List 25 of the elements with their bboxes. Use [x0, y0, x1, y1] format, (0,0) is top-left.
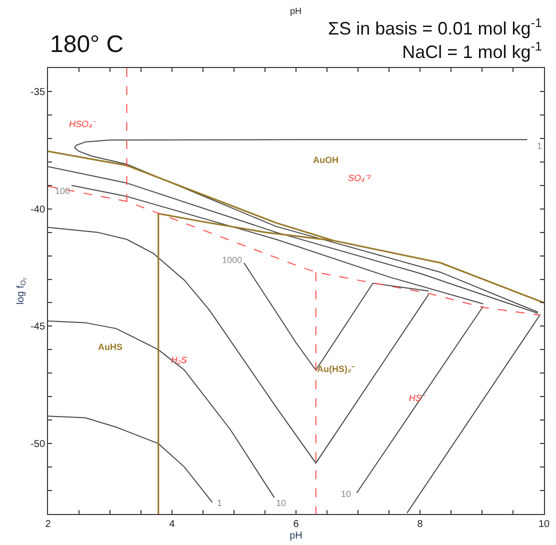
annotation: 100 [55, 186, 70, 196]
annotation: AuHS [98, 342, 122, 352]
chart-title: 180° C [50, 31, 124, 58]
x-tick-label: 10 [538, 519, 550, 530]
chart-subtitle: ΣS in basis = 0.01 mol kg$^{-1}$ NaCl = 1 mol kg$^{-1}$ [328, 16, 542, 62]
annotation: 1 [217, 498, 222, 508]
annotation: 1000 [222, 255, 242, 265]
x-tick-label: 6 [293, 519, 300, 530]
y-tick-label: -35 [30, 86, 46, 98]
y-tick-label: -45 [30, 322, 46, 333]
annotation: HSO₄⁻ [69, 119, 98, 129]
annotation: AuOH [313, 155, 338, 165]
annotation: Au(HS)₂⁻ [317, 364, 354, 374]
x-tick-label: 8 [417, 519, 424, 530]
annotation: 10 [341, 489, 352, 499]
annotation: SO₄⁻² [348, 173, 372, 183]
y-tick-label: -50 [30, 439, 46, 450]
x-tick-label: 4 [169, 519, 176, 530]
text: pH [290, 6, 302, 16]
annotation: 1 [537, 141, 542, 151]
annotation: H₂S [171, 355, 187, 365]
x-axis-title: pH [290, 530, 302, 542]
y-tick-label: -40 [30, 204, 46, 216]
annotation: 10 [276, 498, 286, 508]
x-tick-label: 2 [45, 519, 52, 530]
